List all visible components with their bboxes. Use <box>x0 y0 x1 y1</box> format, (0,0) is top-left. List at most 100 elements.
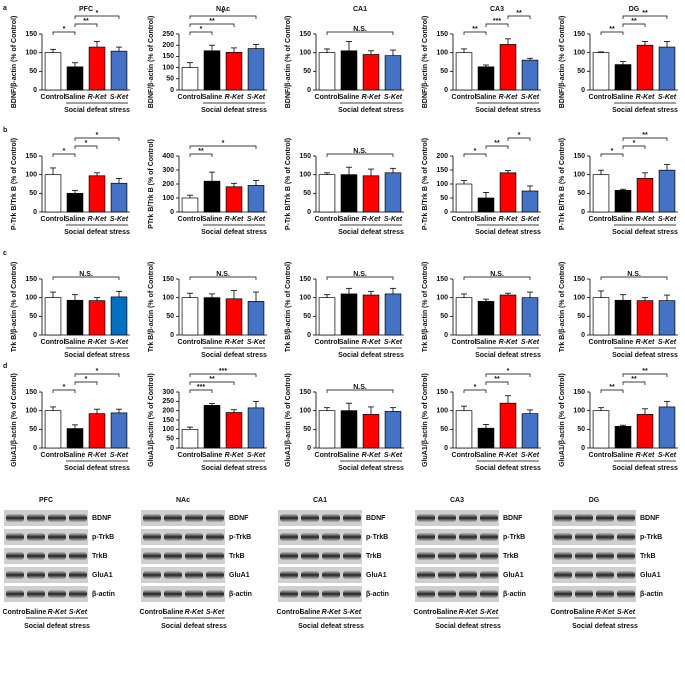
blot-band <box>459 552 477 560</box>
x-tick-label: Control <box>315 339 340 346</box>
bar <box>477 301 495 336</box>
y-tick-label: 150 <box>299 153 311 160</box>
chart-title: DG <box>629 6 640 13</box>
bar <box>362 294 380 336</box>
blot-band <box>6 571 24 579</box>
x-tick-label: Saline <box>613 216 634 223</box>
bar <box>203 180 221 213</box>
y-tick-label: 150 <box>299 276 311 283</box>
blot-lane-label: Control <box>277 609 302 616</box>
x-tick-label: Control <box>41 452 66 459</box>
blot-band <box>322 552 340 560</box>
significance-label: * <box>611 148 614 155</box>
bar <box>636 44 654 91</box>
blot-band <box>417 571 435 579</box>
significance-bracket <box>74 23 98 27</box>
y-axis-label: BDNF/β-actin (% of Control) <box>422 16 429 109</box>
x-tick-label: R-Ket <box>88 452 107 459</box>
bar <box>521 297 539 336</box>
x-tick-label: Control <box>178 94 203 101</box>
bar <box>110 296 128 336</box>
blot-band <box>301 552 319 560</box>
blot-band <box>554 514 572 522</box>
significance-label: N.S. <box>490 271 504 278</box>
y-tick-label: 100 <box>162 64 174 71</box>
bar <box>247 185 265 213</box>
blot-label: BDNF <box>229 515 249 522</box>
y-tick-label: 150 <box>573 389 585 396</box>
blot-band <box>280 533 298 541</box>
blot-band <box>596 552 614 560</box>
y-tick-label: 150 <box>573 276 585 283</box>
bar <box>521 59 539 91</box>
blot-lane-label: S-Ket <box>69 609 88 616</box>
x-tick-label: Control <box>315 452 340 459</box>
blot-strip <box>141 548 225 564</box>
blot-band <box>438 571 456 579</box>
blot-title: DG <box>589 497 600 504</box>
blot-band <box>322 533 340 541</box>
group-label: Social defeat stress <box>64 352 130 359</box>
blot-band <box>206 590 224 598</box>
y-tick-label: 100 <box>25 50 37 57</box>
blot-band <box>6 514 24 522</box>
blot-band <box>185 514 203 522</box>
bar <box>499 402 517 449</box>
x-tick-label: S-Ket <box>658 339 677 346</box>
blot-strip <box>278 548 362 564</box>
blot-lane-label: R-Ket <box>322 609 341 616</box>
blot-band <box>322 590 340 598</box>
blot-band <box>438 552 456 560</box>
significance-bracket <box>622 373 668 377</box>
blot-band <box>480 590 498 598</box>
blot-band <box>143 571 161 579</box>
blot-lane-label: Saline <box>437 609 458 616</box>
blot-title: PFC <box>39 497 53 504</box>
y-tick-label: 100 <box>299 50 311 57</box>
blot-strip <box>552 548 636 564</box>
blot-band <box>164 533 182 541</box>
x-tick-label: Control <box>41 339 66 346</box>
group-label: Social defeat stress <box>612 352 678 359</box>
y-tick-label: 0 <box>307 445 311 452</box>
y-tick-label: 150 <box>25 276 37 283</box>
blot-band <box>48 514 66 522</box>
blot-band <box>596 571 614 579</box>
blot-strip <box>141 510 225 526</box>
blot-strip <box>4 510 88 526</box>
blot-lane-label: Saline <box>26 609 47 616</box>
y-tick-label: 100 <box>162 195 174 202</box>
bar <box>110 412 128 449</box>
group-label: Social defeat stress <box>338 229 404 236</box>
x-tick-label: R-Ket <box>362 339 381 346</box>
y-tick-label: 100 <box>436 181 448 188</box>
bar <box>44 297 62 336</box>
x-tick-label: Saline <box>65 216 86 223</box>
x-tick-label: R-Ket <box>636 339 655 346</box>
y-tick-label: 50 <box>166 313 174 320</box>
blot-band <box>554 552 572 560</box>
y-tick-label: 50 <box>303 190 311 197</box>
y-tick-label: 150 <box>299 31 311 38</box>
x-tick-label: Control <box>589 339 614 346</box>
x-tick-label: Saline <box>202 216 223 223</box>
blot-strip <box>415 586 499 602</box>
bar <box>247 407 265 449</box>
significance-label: * <box>474 148 477 155</box>
y-tick-label: 150 <box>25 153 37 160</box>
x-tick-label: S-Ket <box>247 339 266 346</box>
blot-band <box>617 533 635 541</box>
blot-band <box>164 514 182 522</box>
significance-label: ** <box>494 376 500 383</box>
x-tick-label: Saline <box>476 94 497 101</box>
blot-label: β-actin <box>92 591 115 598</box>
y-tick-label: 100 <box>573 172 585 179</box>
bar <box>225 412 243 449</box>
blot-band <box>164 590 182 598</box>
significance-label: ** <box>609 384 615 391</box>
y-tick-label: 100 <box>573 408 585 415</box>
blot-band <box>575 514 593 522</box>
bar <box>318 410 336 449</box>
y-tick-label: 0 <box>307 332 311 339</box>
